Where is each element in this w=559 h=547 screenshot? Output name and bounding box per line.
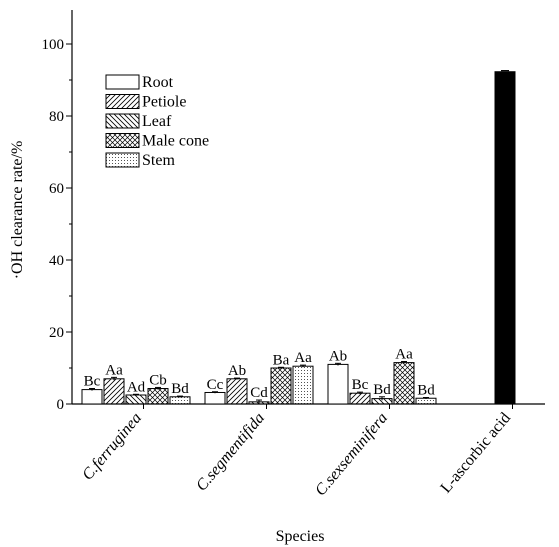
legend-label: Male cone [142,133,209,150]
legend: Root Petiole Leaf Male cone Stem [105,74,209,169]
bar [327,363,349,405]
significance-label: Aa [294,350,312,366]
bar [349,392,371,405]
significance-label: Aa [105,362,123,378]
significance-label: Bd [417,383,435,399]
bar [226,378,248,405]
x-axis-label: Species [276,528,325,545]
significance-label: Ab [329,348,347,364]
y-tick-label: 80 [49,109,64,125]
legend-swatch [105,74,140,90]
significance-label: Ab [228,363,246,379]
y-tick-label: 60 [49,181,64,197]
bar [494,71,516,405]
significance-label: Ba [273,352,290,368]
y-axis-label: ·OH clearance rate/% [9,141,26,280]
significance-label: Aa [395,347,413,363]
bar [125,394,147,405]
y-tick-label: 40 [49,253,64,269]
y-ticks: 0 20 40 60 80 100 [42,37,72,413]
significance-label: Cd [250,385,268,401]
y-tick-label: 20 [49,325,64,341]
y-tick-label: 0 [57,397,65,413]
significance-label: Bc [352,377,369,393]
x-tick-label: C.ferruginea [79,410,145,484]
legend-label: Root [142,74,174,91]
significance-label: Bc [84,374,101,390]
y-axis: 0 20 40 60 80 100 ·OH clearance rate/% [9,10,73,413]
x-tick-label: C.segmentifida [193,410,268,495]
x-tick-label: C.sexseminifera [312,410,391,500]
x-ticks: C.ferruginea C.segmentifida C.sexseminifer… [79,404,514,499]
significance-label: Cc [207,377,224,393]
bar [147,388,169,405]
bar [204,391,226,405]
legend-swatch [105,133,140,148]
significance-label: Cb [149,372,167,388]
legend-swatch [105,113,140,129]
significance-label: Bd [373,382,391,398]
legend-swatch [105,94,140,109]
y-tick-label: 100 [42,37,65,53]
legend-label: Leaf [142,113,172,130]
significance-label: Bd [171,381,189,397]
bar [393,362,415,405]
x-axis: C.ferruginea C.segmentifida C.sexseminifer… [72,403,545,545]
bar [169,396,191,405]
legend-label: Petiole [142,94,186,111]
x-tick-label: L-ascorbic acid [437,410,514,497]
bar [81,389,103,405]
legend-swatch [105,152,140,168]
legend-label: Stem [142,152,175,169]
bar [270,367,292,405]
bar [292,365,314,405]
significance-label: Ad [127,379,146,395]
bar [415,397,437,405]
bar [103,378,125,405]
